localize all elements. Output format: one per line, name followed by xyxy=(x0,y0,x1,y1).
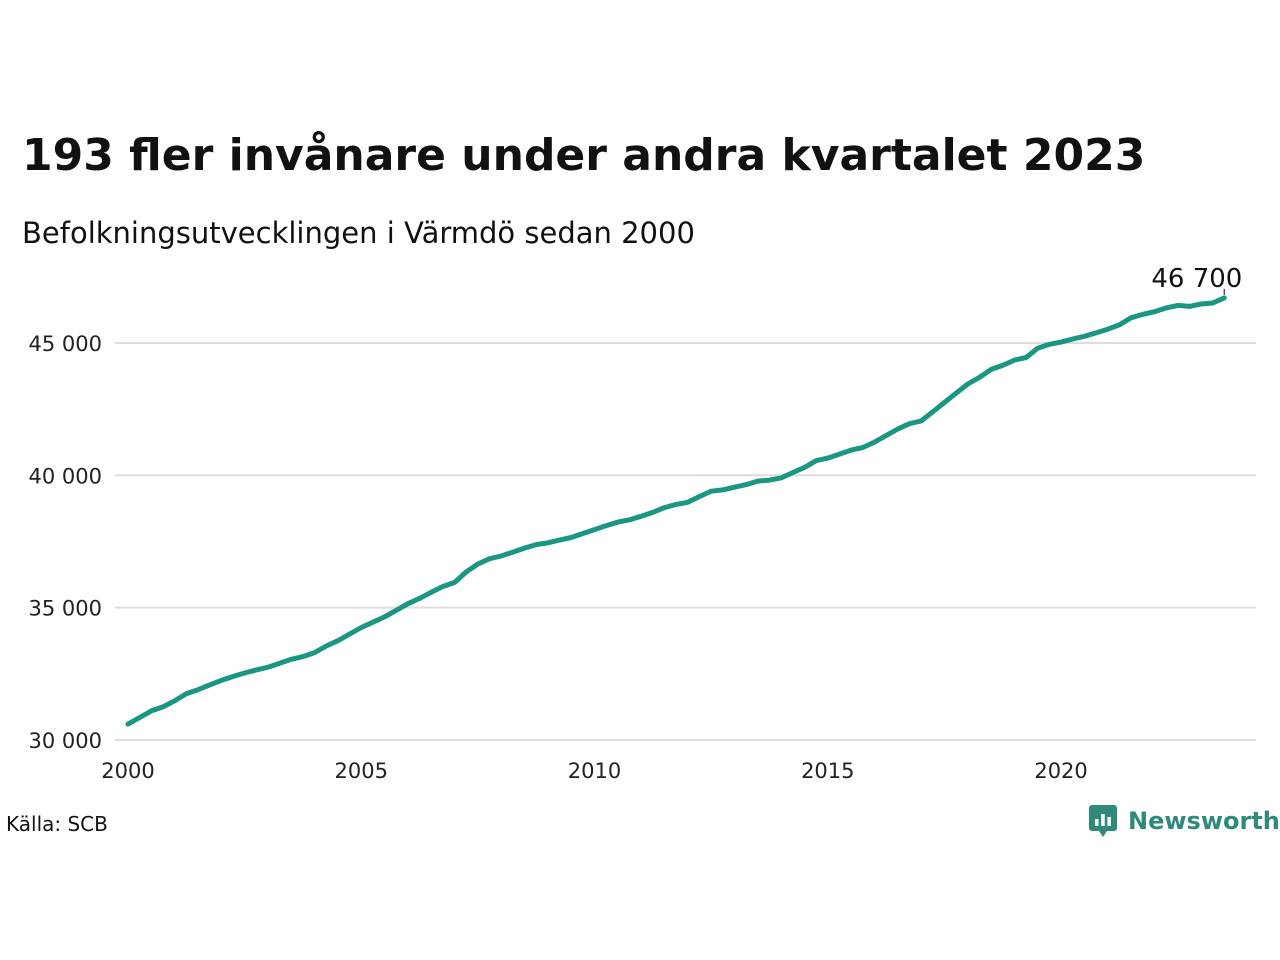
y-tick-label: 40 000 xyxy=(29,464,102,488)
chart-title: 193 fler invånare under andra kvartalet … xyxy=(22,130,1146,181)
annotation-layer: 46 700 xyxy=(1151,264,1242,295)
x-tick-label: 2015 xyxy=(801,759,854,783)
y-tick-label: 35 000 xyxy=(29,597,102,621)
y-axis-tick-labels: 30 000 35 000 40 000 45 000 xyxy=(29,332,102,753)
series-line xyxy=(125,295,1227,727)
x-tick-label: 2020 xyxy=(1034,759,1087,783)
series-layer xyxy=(125,295,1227,727)
chart-subtitle: Befolkningsutvecklingen i Värmdö sedan 2… xyxy=(22,216,695,250)
x-tick-label: 2000 xyxy=(101,759,154,783)
gridlines xyxy=(115,341,1256,741)
x-tick-label: 2005 xyxy=(335,759,388,783)
end-value-label: 46 700 xyxy=(1151,264,1242,294)
x-axis-tick-labels: 2000 2005 2010 2015 2020 xyxy=(101,759,1088,783)
y-tick-label: 30 000 xyxy=(29,729,102,753)
x-tick-label: 2010 xyxy=(568,759,621,783)
source-note: Källa: SCB xyxy=(6,812,108,836)
brand-name: Newsworthy xyxy=(1128,807,1280,835)
y-tick-label: 45 000 xyxy=(29,332,102,356)
brand-logo: Newsworthy xyxy=(1088,804,1280,838)
newsworthy-logo-icon xyxy=(1089,805,1117,837)
